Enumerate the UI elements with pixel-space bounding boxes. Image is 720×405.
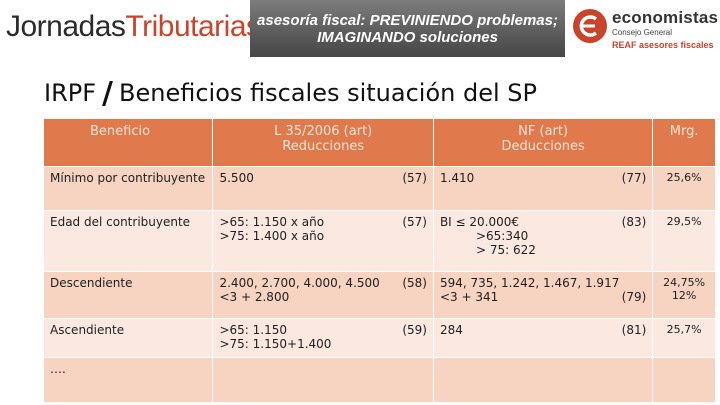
nf-art: (83)	[621, 215, 647, 229]
cell-beneficio: ….	[44, 357, 214, 402]
ley-art: (57)	[402, 171, 427, 185]
cell-mrg: 29,5%	[652, 210, 716, 272]
cell-beneficio: Ascendiente	[44, 318, 214, 358]
benefits-table: Beneficio L 35/2006 (art) Reducciones NF…	[44, 119, 716, 402]
logo-tag: REAF asesores fiscales	[612, 40, 714, 50]
nf-value: 1.410	[439, 171, 475, 185]
cell-mrg	[652, 357, 716, 402]
cell-ley: >65: 1.150 >75: 1.150+1.400 (59)	[212, 318, 434, 358]
ley-art: (59)	[402, 323, 427, 337]
nf-value: 284	[439, 323, 463, 337]
title-right: Beneficios fiscales situación del SP	[119, 79, 537, 107]
economistas-logo: economistas Consejo General REAF asesore…	[572, 4, 718, 54]
cell-nf: 594, 735, 1.242, 1.467, 1.917 <3 + 341 (7…	[433, 271, 654, 319]
table-row: Edad del contribuyente >65: 1.150 x año …	[44, 210, 716, 272]
brand-part1: Jornadas	[6, 10, 126, 43]
cell-beneficio: Descendiente	[44, 271, 214, 319]
ley-value: 5.500	[219, 171, 254, 185]
cell-ley: >65: 1.150 x año >75: 1.400 x año (57)	[212, 210, 434, 272]
ley-art: (58)	[402, 276, 427, 290]
table-row: Ascendiente >65: 1.150 >75: 1.150+1.400 (…	[44, 318, 716, 358]
table-row: Mínimo por contribuyente 5.500 (57) 1.410…	[44, 166, 716, 211]
ley-value: >65: 1.150 >75: 1.150+1.400	[219, 323, 332, 351]
cell-nf: 284 (81)	[433, 318, 654, 358]
ley-value: 2.400, 2.700, 4.000, 4.500 <3 + 2.800	[219, 276, 380, 304]
cell-beneficio: Mínimo por contribuyente	[44, 166, 214, 211]
cell-nf: BI ≤ 20.000€ (83) >65:340 > 75: 622	[433, 210, 654, 272]
cell-beneficio: Edad del contribuyente	[44, 210, 214, 272]
banner-line1: asesoría fiscal: PREVINIENDO problemas;	[257, 11, 558, 29]
header-ley: L 35/2006 (art) Reducciones	[212, 119, 434, 167]
header: JornadasTributarias asesoría fiscal: PRE…	[0, 0, 720, 57]
nf-art: (77)	[621, 171, 647, 185]
header-nf: NF (art) Deducciones	[433, 119, 654, 167]
cell-ley: 5.500 (57)	[212, 166, 434, 211]
nf-value: 594, 735, 1.242, 1.467, 1.917 <3 + 341	[439, 276, 620, 304]
cell-ley: 2.400, 2.700, 4.000, 4.500 <3 + 2.800 (58…	[212, 271, 434, 319]
banner: asesoría fiscal: PREVINIENDO problemas; …	[250, 0, 565, 57]
table-row: Descendiente 2.400, 2.700, 4.000, 4.500 …	[44, 271, 716, 319]
cell-mrg: 24,75% 12%	[652, 271, 716, 319]
cell-ley	[212, 357, 434, 402]
ley-value: >65: 1.150 x año >75: 1.400 x año	[219, 215, 325, 243]
header-mrg: Mrg.	[652, 119, 716, 167]
cell-mrg: 25,7%	[652, 318, 716, 358]
ley-art: (57)	[402, 215, 427, 229]
table-header-row: Beneficio L 35/2006 (art) Reducciones NF…	[44, 119, 716, 167]
logo-sub: Consejo General	[612, 28, 673, 37]
cell-mrg: 25,6%	[652, 166, 716, 211]
logo-name: economistas	[612, 8, 719, 27]
page-title: IRPF / Beneficios fiscales situación del S…	[44, 74, 537, 111]
header-beneficio: Beneficio	[44, 119, 214, 167]
cell-nf	[433, 357, 654, 402]
economistas-e-icon	[573, 9, 607, 43]
nf-art: (81)	[621, 323, 647, 337]
cell-nf: 1.410 (77)	[433, 166, 654, 211]
nf-value-extra: >65:340 > 75: 622	[475, 229, 536, 257]
brand-logo: JornadasTributarias	[6, 10, 261, 44]
title-slash: /	[102, 76, 113, 111]
brand-part2: Tributarias	[125, 10, 261, 43]
nf-value: BI ≤ 20.000€	[439, 215, 520, 229]
nf-art: (79)	[621, 290, 647, 304]
banner-line2: IMAGINANDO soluciones	[317, 28, 498, 46]
title-left: IRPF	[44, 79, 97, 107]
table-row: ….	[44, 357, 716, 402]
